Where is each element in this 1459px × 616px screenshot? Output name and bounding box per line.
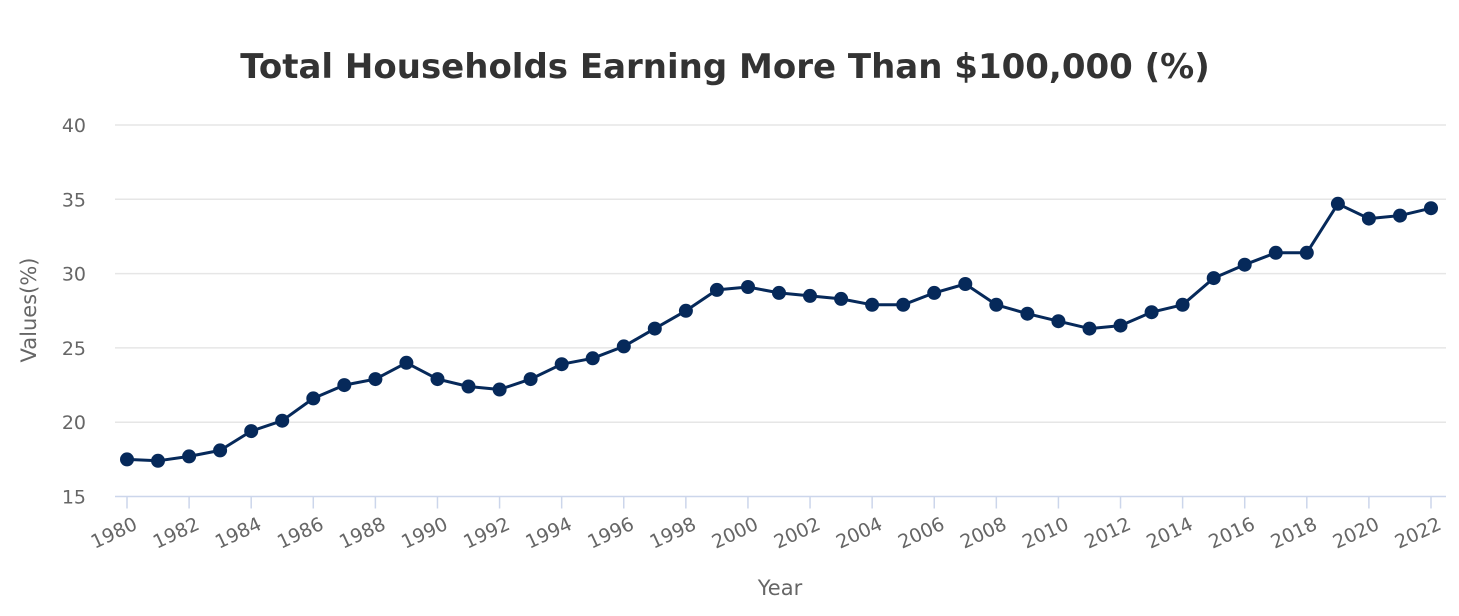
data-point-2000[interactable] xyxy=(741,280,755,294)
x-tick-label: 1984 xyxy=(212,513,265,553)
data-point-2009[interactable] xyxy=(1020,306,1035,321)
data-point-1989[interactable] xyxy=(399,355,414,370)
data-point-2003[interactable] xyxy=(834,291,849,306)
x-tick-label: 1998 xyxy=(646,513,699,553)
x-tick-label: 2004 xyxy=(833,513,886,553)
data-point-2002[interactable] xyxy=(803,288,817,303)
data-point-2020[interactable] xyxy=(1361,211,1376,226)
gridlines xyxy=(115,124,1446,423)
x-tick-label: 1996 xyxy=(584,513,637,553)
data-point-2021[interactable] xyxy=(1393,208,1407,223)
x-axis-title: Year xyxy=(757,576,803,600)
data-point-1991[interactable] xyxy=(461,379,476,394)
data-point-2011[interactable] xyxy=(1082,321,1097,336)
x-tick-label: 1982 xyxy=(150,513,203,553)
y-axis-title: Values(%) xyxy=(17,258,41,363)
data-point-1983[interactable] xyxy=(213,443,228,458)
data-point-2017[interactable] xyxy=(1268,245,1283,260)
data-point-2012[interactable] xyxy=(1113,318,1128,333)
x-tick-label: 2020 xyxy=(1330,513,1383,553)
data-point-1994[interactable] xyxy=(554,357,569,372)
data-point-2004[interactable] xyxy=(865,297,880,312)
data-point-1984[interactable] xyxy=(244,424,259,439)
x-tick-label: 2022 xyxy=(1392,513,1445,553)
x-tick-label: 1994 xyxy=(522,513,575,553)
y-tick-label: 30 xyxy=(62,264,86,286)
y-tick-label: 40 xyxy=(62,115,86,137)
data-point-1997[interactable] xyxy=(647,321,662,336)
data-point-2010[interactable] xyxy=(1051,314,1066,329)
y-tick-label: 35 xyxy=(62,189,86,211)
x-tick-label: 2006 xyxy=(895,513,948,553)
x-tick-label: 2000 xyxy=(709,513,762,553)
x-tick-label: 2014 xyxy=(1143,513,1196,553)
data-point-2014[interactable] xyxy=(1175,297,1190,312)
data-point-1988[interactable] xyxy=(368,372,383,387)
x-tick-label: 2002 xyxy=(771,513,824,553)
data-point-1981[interactable] xyxy=(151,453,165,468)
data-point-1990[interactable] xyxy=(430,372,445,387)
data-point-1999[interactable] xyxy=(709,282,724,297)
data-point-1998[interactable] xyxy=(678,303,693,318)
x-tick-label: 1980 xyxy=(88,513,141,553)
x-tick-label: 2018 xyxy=(1267,513,1320,553)
chart-title: Total Households Earning More Than $100,… xyxy=(240,47,1210,87)
data-point-1987[interactable] xyxy=(337,378,352,393)
x-tick-label: 2008 xyxy=(957,513,1010,553)
y-axis-ticks: 15 20 25 30 35 40 xyxy=(62,115,86,509)
data-point-1996[interactable] xyxy=(616,339,631,354)
data-point-2019[interactable] xyxy=(1330,196,1345,211)
data-point-1992[interactable] xyxy=(492,382,507,397)
data-point-2007[interactable] xyxy=(958,277,973,291)
x-tick-label: 2012 xyxy=(1081,513,1134,553)
x-tick-label: 2010 xyxy=(1019,513,1072,553)
data-point-2022[interactable] xyxy=(1424,201,1438,216)
x-tick-label: 1988 xyxy=(336,513,389,553)
data-point-1985[interactable] xyxy=(275,413,290,428)
series-line-group xyxy=(120,196,1438,468)
y-tick-label: 15 xyxy=(62,487,86,509)
x-axis-ticks: 1980 1982 1984 1986 1988 1990 1992 1994 1996 1998… xyxy=(88,496,1445,554)
data-point-1980[interactable] xyxy=(120,452,134,467)
x-tick-label: 1992 xyxy=(460,513,513,553)
data-point-2013[interactable] xyxy=(1144,305,1159,320)
data-point-2008[interactable] xyxy=(989,297,1004,312)
data-point-1993[interactable] xyxy=(523,372,538,387)
data-point-2016[interactable] xyxy=(1237,257,1252,272)
data-point-2001[interactable] xyxy=(772,285,786,300)
data-point-1986[interactable] xyxy=(306,391,321,406)
data-point-2005[interactable] xyxy=(896,297,911,312)
data-point-2018[interactable] xyxy=(1299,245,1314,260)
y-tick-label: 20 xyxy=(62,412,86,434)
data-point-1982[interactable] xyxy=(182,449,197,464)
data-point-2015[interactable] xyxy=(1206,271,1221,286)
data-point-1995[interactable] xyxy=(585,351,600,366)
x-tick-label: 1986 xyxy=(274,513,327,553)
y-tick-label: 25 xyxy=(62,338,86,360)
x-tick-label: 1990 xyxy=(398,513,451,553)
x-tick-label: 2016 xyxy=(1205,513,1258,553)
data-point-2006[interactable] xyxy=(927,285,942,300)
